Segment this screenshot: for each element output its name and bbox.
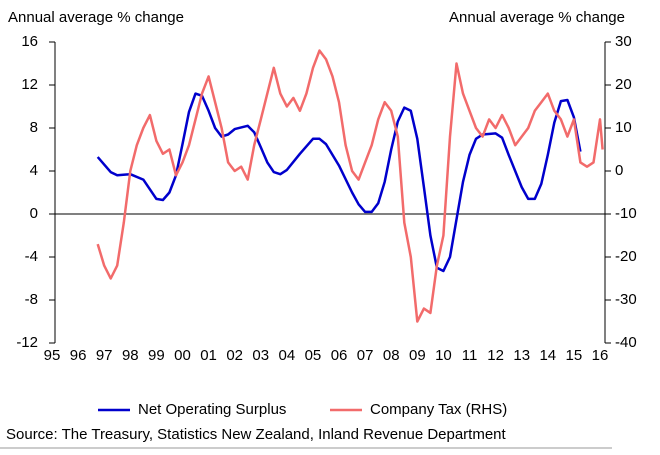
y-tick-label: -4 <box>25 248 38 265</box>
x-tick-label: 13 <box>513 347 530 364</box>
y-tick-label: 0 <box>30 205 38 222</box>
x-tick-label: 99 <box>148 347 165 364</box>
y-tick-label: 8 <box>30 119 38 136</box>
x-tick-label: 00 <box>174 347 191 364</box>
y2-tick-label: 10 <box>615 119 632 136</box>
x-tick-label: 12 <box>487 347 504 364</box>
x-tick-label: 10 <box>435 347 452 364</box>
y-tick-label: -12 <box>16 334 38 351</box>
x-tick-label: 02 <box>226 347 243 364</box>
x-tick-label: 06 <box>331 347 348 364</box>
y2-tick-label: 0 <box>615 162 623 179</box>
y2-tick-label: -30 <box>615 291 637 308</box>
x-tick-label: 07 <box>357 347 374 364</box>
x-tick-label: 03 <box>252 347 269 364</box>
y2-tick-label: 20 <box>615 76 632 93</box>
y2-tick-label: 30 <box>615 33 632 50</box>
series-line <box>96 92 582 273</box>
x-tick-label: 05 <box>305 347 322 364</box>
x-tick-label: 14 <box>539 347 556 364</box>
x-tick-label: 96 <box>70 347 87 364</box>
legend-label: Company Tax (RHS) <box>370 401 507 418</box>
legend-label: Net Operating Surplus <box>138 401 286 418</box>
y2-tick-label: -10 <box>615 205 637 222</box>
y-tick-label: 12 <box>21 76 38 93</box>
x-tick-label: 08 <box>383 347 400 364</box>
x-tick-label: 98 <box>122 347 139 364</box>
x-tick-label: 04 <box>279 347 296 364</box>
y2-tick-label: -40 <box>615 334 637 351</box>
y-tick-label: 4 <box>30 162 38 179</box>
x-tick-label: 97 <box>96 347 113 364</box>
y-tick-label: -8 <box>25 291 38 308</box>
y2-axis-label: Annual average % change <box>449 9 625 26</box>
y-tick-label: 16 <box>21 33 38 50</box>
x-tick-label: 09 <box>409 347 426 364</box>
series-line <box>96 49 604 323</box>
x-tick-label: 11 <box>462 347 478 364</box>
x-tick-label: 16 <box>592 347 609 364</box>
y-axis-label: Annual average % change <box>8 9 184 26</box>
x-tick-label: 15 <box>566 347 583 364</box>
x-tick-label: 95 <box>44 347 61 364</box>
y2-tick-label: -20 <box>615 248 637 265</box>
x-tick-label: 01 <box>200 347 217 364</box>
source: Source: The Treasury, Statistics New Zea… <box>6 426 507 443</box>
